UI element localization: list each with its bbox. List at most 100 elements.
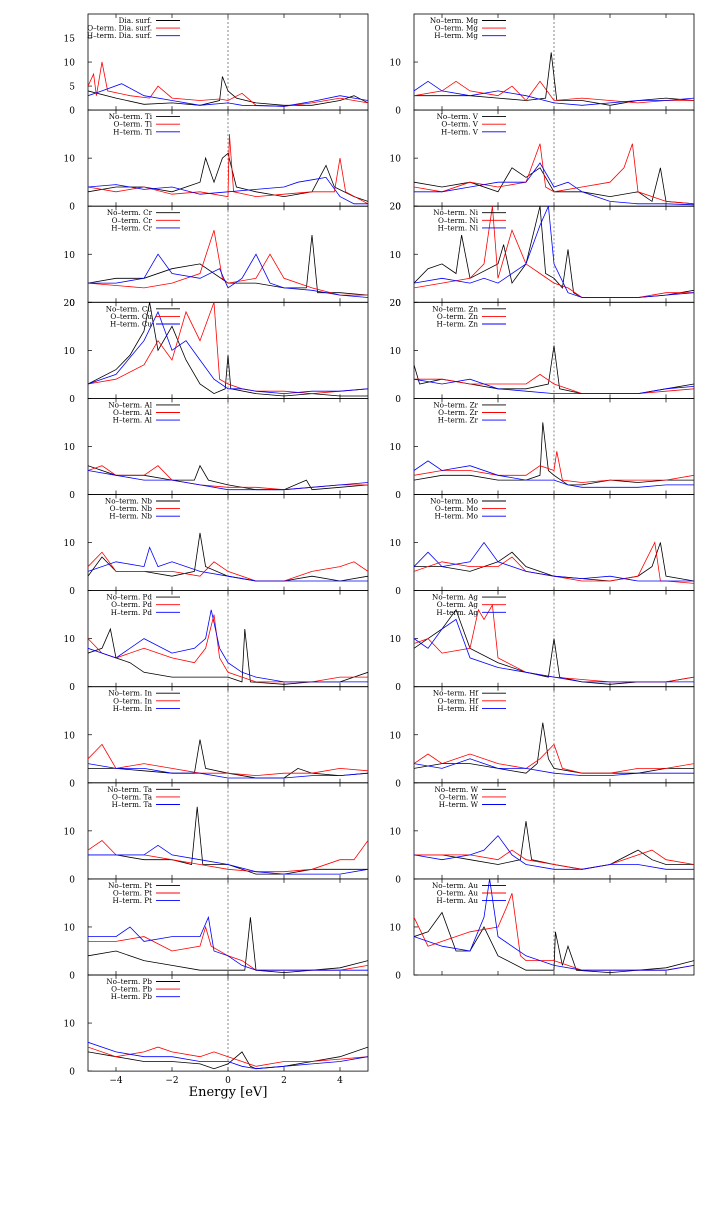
series-line-1: [88, 302, 368, 397]
panel-right-9: 0 10 No–term. AuO–term. AuH–term. Au: [390, 878, 695, 982]
legend-label: H–term. Mg: [434, 31, 478, 40]
y-tick-label: 0: [69, 683, 75, 693]
legend-label: O–term. Al: [113, 408, 153, 417]
y-tick-label: 10: [64, 1020, 76, 1030]
panel-left-5: 0 10 No–term. NbO–term. NbH–term. Nb: [64, 494, 369, 597]
y-tick-label: 10: [64, 347, 76, 357]
y-tick-label: 0: [69, 1068, 75, 1078]
y-tick-label: 10: [390, 347, 402, 357]
panel-right-7: 0 10 No–term. HfO–term. HfH–term. Hf: [390, 686, 695, 789]
legend-label: No–term. Au: [432, 881, 478, 890]
series-line-3: [88, 546, 368, 582]
legend-label: H–term. Ni: [438, 223, 479, 232]
legend-label: H–term. W: [439, 800, 479, 809]
panel-left-1: 0 10 No–term. TiO–term. TiH–term. Ti: [64, 109, 369, 213]
series-line-1: [88, 739, 368, 779]
legend-label: No–term. W: [434, 785, 478, 794]
y-tick-label: 10: [390, 251, 402, 261]
series-line-3: [88, 763, 368, 779]
y-tick-label: 0: [395, 299, 401, 309]
x-axis-label: Energy [eV]: [189, 1085, 268, 1100]
legend-label: O–term. In: [113, 696, 152, 705]
legend-label: No–term. Ni: [433, 208, 478, 217]
series-line-2: [414, 80, 694, 104]
panel-left-10: −4 −2 0 2 4 0 10 No–term. PbO–term. PbH–term. P…: [64, 974, 369, 1086]
legend-label: No–term. Zn: [432, 304, 478, 313]
panel-right-1: 0 10 No–term. VO–term. VH–term. V: [390, 109, 695, 213]
y-tick-label: 0: [69, 779, 75, 789]
y-tick-label: 0: [69, 491, 75, 501]
series-line-2: [88, 1046, 368, 1067]
legend-label: No–term. Mo: [430, 497, 478, 506]
legend-label: H–term. Cu: [110, 320, 152, 329]
x-tick-label: 2: [281, 1076, 287, 1086]
y-tick-label: 0: [69, 299, 75, 309]
series-line-1: [414, 52, 694, 106]
legend-label: O–term. Pb: [111, 985, 152, 994]
panel-right-6: 0 10 No–term. AgO–term. AgH–term. Ag: [390, 590, 695, 693]
series-line-1: [414, 422, 694, 486]
legend-label: O–term. V: [441, 120, 478, 129]
y-tick-label: 10: [64, 443, 76, 453]
legend-label: O–term. Nb: [110, 504, 153, 513]
legend-label: O–term. Cu: [110, 312, 152, 321]
panel-right-3: 0 10 20 No–term. ZnO–term. ZnH–term. Zn: [390, 299, 695, 405]
series-line-2: [414, 743, 694, 774]
legend-label: H–term. Zn: [437, 320, 479, 329]
panel-left-7: 0 10 No–term. InO–term. InH–term. In: [64, 686, 369, 789]
y-tick-label: 0: [395, 107, 401, 117]
series-line-1: [88, 464, 368, 491]
y-tick-label: 0: [69, 107, 75, 117]
y-tick-label: 10: [390, 923, 402, 933]
series-line-3: [414, 835, 694, 870]
y-tick-label: 0: [395, 683, 401, 693]
legend-label: O–term. Pt: [113, 889, 152, 898]
legend-label: No–term. Nb: [105, 497, 152, 506]
panel-left-8: 0 10 No–term. TaO–term. TaH–term. Ta: [64, 782, 369, 885]
legend-label: No–term. Mg: [430, 16, 479, 25]
legend-label: H–term. Ta: [112, 800, 153, 809]
series-line-3: [414, 80, 694, 106]
series-line-1: [88, 1046, 368, 1070]
y-tick-label: 0: [395, 875, 401, 885]
panel-left-6: 0 10 No–term. PdO–term. PdH–term. Pd: [64, 590, 369, 693]
y-tick-label: 20: [64, 299, 76, 309]
y-tick-label: 10: [64, 251, 76, 261]
x-tick-label: −4: [109, 1076, 123, 1086]
y-tick-label: 0: [395, 587, 401, 597]
y-tick-label: 10: [64, 155, 76, 165]
legend-label: No–term. Pd: [106, 593, 152, 602]
legend-label: H–term. Pb: [111, 992, 153, 1001]
y-tick-label: 10: [390, 539, 402, 549]
legend-label: H–term. Ag: [436, 608, 478, 617]
series-line-3: [88, 609, 368, 683]
x-tick-label: 0: [225, 1076, 231, 1086]
x-tick-label: 4: [337, 1076, 343, 1086]
panel-left-0: 0 5 10 15 Dia. surf.O–term. Dia. surf.H–term…: [64, 13, 369, 117]
series-line-3: [88, 844, 368, 875]
y-tick-label: 10: [64, 539, 76, 549]
legend-label: H–term. Cr: [111, 223, 152, 232]
legend-label: H–term. Hf: [437, 704, 479, 713]
y-tick-label: 15: [64, 35, 76, 45]
panel-right-2: 0 10 20 No–term. NiO–term. NiH–term. Ni: [390, 203, 695, 309]
legend-label: No–term. Ag: [432, 593, 478, 602]
legend-label: O–term. Dia. surf.: [87, 24, 152, 33]
legend-label: H–term. Au: [436, 896, 478, 905]
panel-right-0: 0 10 No–term. MgO–term. MgH–term. Mg: [390, 13, 695, 117]
legend-label: O–term. Ta: [112, 792, 153, 801]
y-tick-label: 20: [390, 299, 402, 309]
legend-label: No–term. In: [108, 689, 152, 698]
legend-label: No–term. Cu: [106, 304, 153, 313]
y-tick-label: 5: [69, 83, 75, 93]
y-tick-label: 20: [390, 203, 402, 213]
series-line-2: [414, 451, 694, 483]
legend-label: O–term. Ti: [113, 120, 152, 129]
legend-label: No–term. Cr: [107, 208, 153, 217]
legend-label: H–term. V: [441, 127, 479, 136]
series-line-3: [88, 915, 368, 971]
y-tick-label: 10: [64, 731, 76, 741]
series-line-1: [414, 911, 694, 974]
